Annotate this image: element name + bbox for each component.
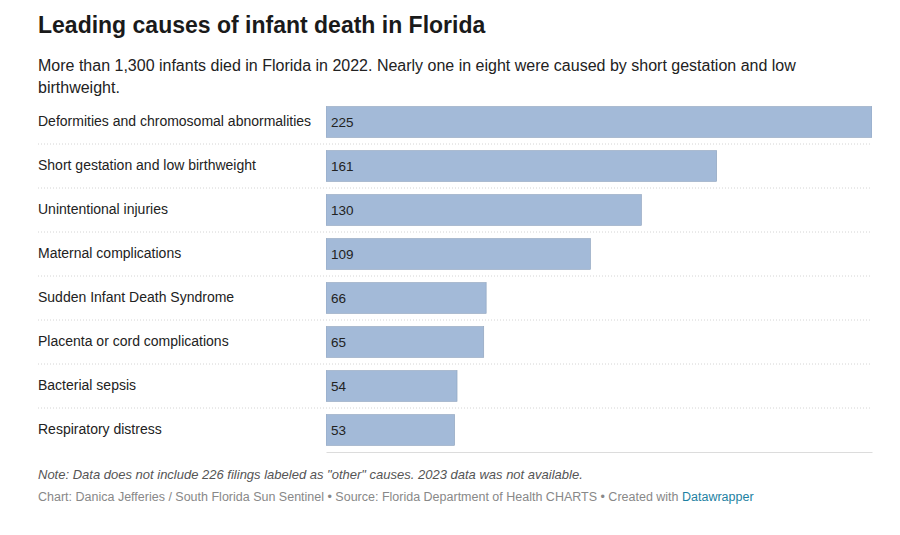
y-tick-label: Short gestation and low birthweight	[38, 157, 256, 173]
y-tick-label: Unintentional injuries	[38, 201, 168, 217]
bar	[326, 327, 484, 358]
bar	[326, 415, 455, 446]
data-label: 161	[331, 159, 354, 174]
bar	[326, 283, 486, 314]
y-tick-label: Respiratory distress	[38, 421, 162, 437]
bar	[326, 107, 872, 138]
data-labels: 225 161 130 109 66 65 54 53	[331, 115, 354, 438]
y-tick: Placenta or cord complications	[38, 333, 326, 349]
y-tick: Deformities and chromosomal abnormalitie…	[38, 113, 326, 129]
data-label: 225	[331, 115, 354, 130]
y-tick: Maternal complications	[38, 245, 326, 261]
y-axis: Deformities and chromosomal abnormalitie…	[38, 113, 326, 437]
source: Chart: Danica Jefferies / South Florida …	[38, 490, 679, 504]
y-tick-label: Bacterial sepsis	[38, 377, 136, 393]
bar	[326, 151, 717, 182]
y-tick-label: Deformities and chromosomal abnormalitie…	[38, 113, 311, 129]
bar	[326, 239, 591, 270]
bars	[326, 107, 872, 446]
y-tick: Respiratory distress	[38, 421, 326, 437]
bar	[326, 195, 641, 226]
y-tick: Bacterial sepsis	[38, 377, 326, 393]
y-tick: Short gestation and low birthweight	[38, 157, 326, 173]
x-axis-line	[327, 452, 873, 453]
row-separator	[38, 320, 872, 321]
row-separator	[38, 364, 872, 365]
y-tick-label: Sudden Infant Death Syndrome	[38, 289, 234, 305]
y-tick-label: Placenta or cord complications	[38, 333, 229, 349]
subtitle: More than 1,300 infants died in Florida …	[38, 55, 828, 99]
chart: Deformities and chromosomal abnormalitie…	[0, 0, 900, 535]
source-line: Chart: Danica Jefferies / South Florida …	[38, 490, 878, 504]
data-label: 66	[331, 291, 346, 306]
y-tick: Unintentional injuries	[38, 201, 326, 217]
data-label: 130	[331, 203, 354, 218]
row-separator	[38, 144, 872, 145]
source-link[interactable]: Datawrapper	[682, 490, 754, 504]
x-axis	[327, 452, 873, 453]
title: Leading causes of infant death in Florid…	[38, 12, 485, 39]
data-label: 65	[331, 335, 346, 350]
y-tick: Sudden Infant Death Syndrome	[38, 289, 326, 305]
row-separator	[38, 276, 872, 277]
y-tick-label: Maternal complications	[38, 245, 181, 261]
row-separator	[38, 232, 872, 233]
row-separator	[38, 188, 872, 189]
row-separator	[38, 408, 872, 409]
row-separators	[38, 144, 872, 408]
data-label: 109	[331, 247, 354, 262]
bar	[326, 371, 457, 402]
data-label: 54	[331, 379, 347, 394]
note: Note: Data does not include 226 filings …	[38, 467, 878, 482]
data-label: 53	[331, 423, 346, 438]
